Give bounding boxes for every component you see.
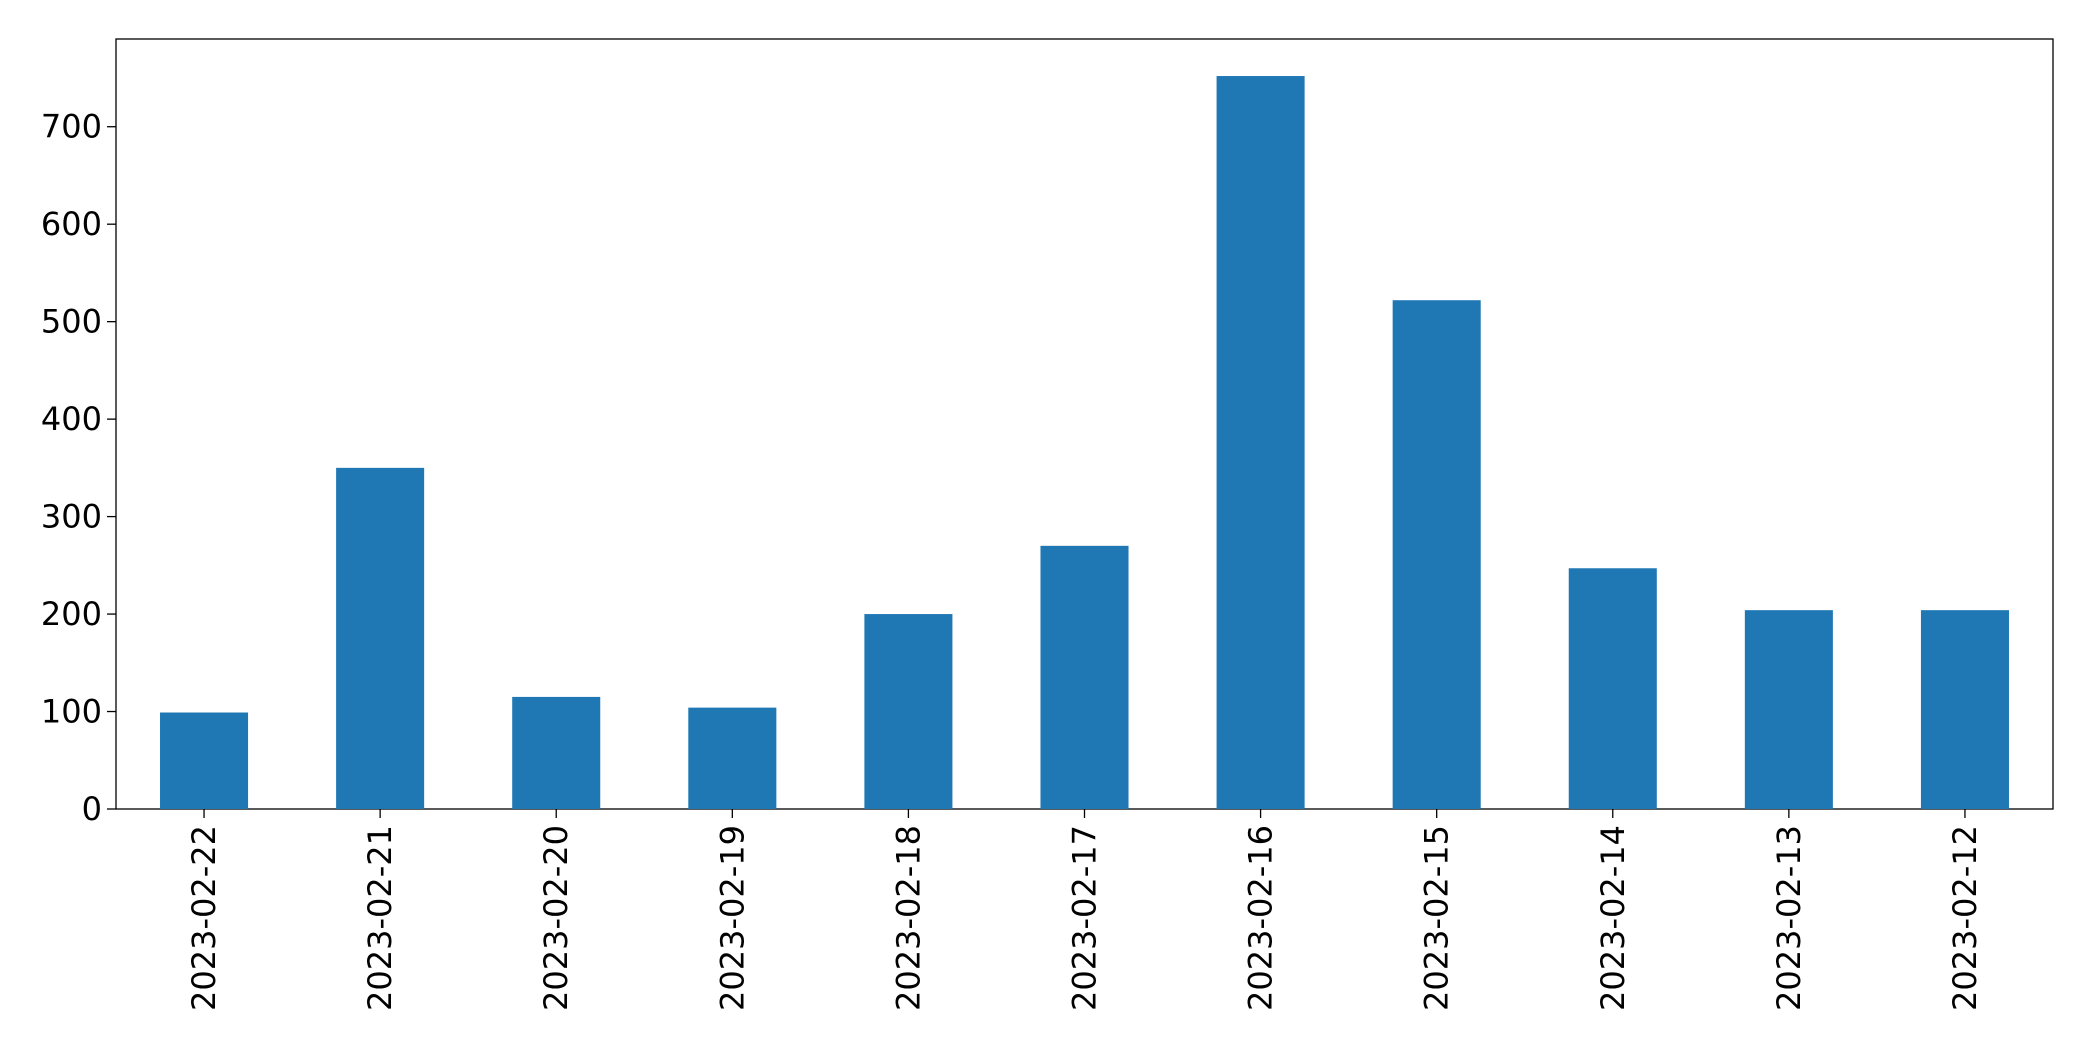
y-tick-label: 400 bbox=[41, 400, 102, 438]
y-tick-label: 700 bbox=[41, 108, 102, 146]
bar bbox=[1568, 568, 1657, 809]
bar bbox=[1920, 610, 2009, 809]
bar bbox=[1040, 545, 1129, 809]
x-tick-label: 2023-02-17 bbox=[1066, 825, 1104, 1011]
y-tick-label: 0 bbox=[82, 790, 102, 828]
x-tick-label: 2023-02-22 bbox=[185, 825, 223, 1011]
x-tick-label: 2023-02-19 bbox=[713, 825, 751, 1011]
y-tick-label: 200 bbox=[41, 595, 102, 633]
bar bbox=[1392, 300, 1481, 809]
y-tick-label: 500 bbox=[41, 303, 102, 341]
bar bbox=[864, 614, 953, 809]
bar bbox=[160, 712, 249, 809]
x-tick-label: 2023-02-16 bbox=[1242, 825, 1280, 1011]
y-tick-label: 300 bbox=[41, 498, 102, 536]
bar bbox=[1744, 610, 1833, 809]
x-tick-label: 2023-02-12 bbox=[1946, 825, 1984, 1011]
bar bbox=[512, 696, 601, 809]
bar bbox=[1216, 76, 1305, 810]
x-tick-label: 2023-02-18 bbox=[889, 825, 927, 1011]
y-tick-label: 100 bbox=[41, 693, 102, 731]
x-tick-label: 2023-02-15 bbox=[1418, 825, 1456, 1011]
y-tick-label: 600 bbox=[41, 205, 102, 243]
x-tick-label: 2023-02-14 bbox=[1594, 825, 1632, 1011]
bar bbox=[688, 707, 777, 809]
x-tick-label: 2023-02-20 bbox=[537, 825, 575, 1011]
x-tick-label: 2023-02-13 bbox=[1770, 825, 1808, 1011]
bar bbox=[336, 467, 425, 809]
x-tick-label: 2023-02-21 bbox=[361, 825, 399, 1011]
